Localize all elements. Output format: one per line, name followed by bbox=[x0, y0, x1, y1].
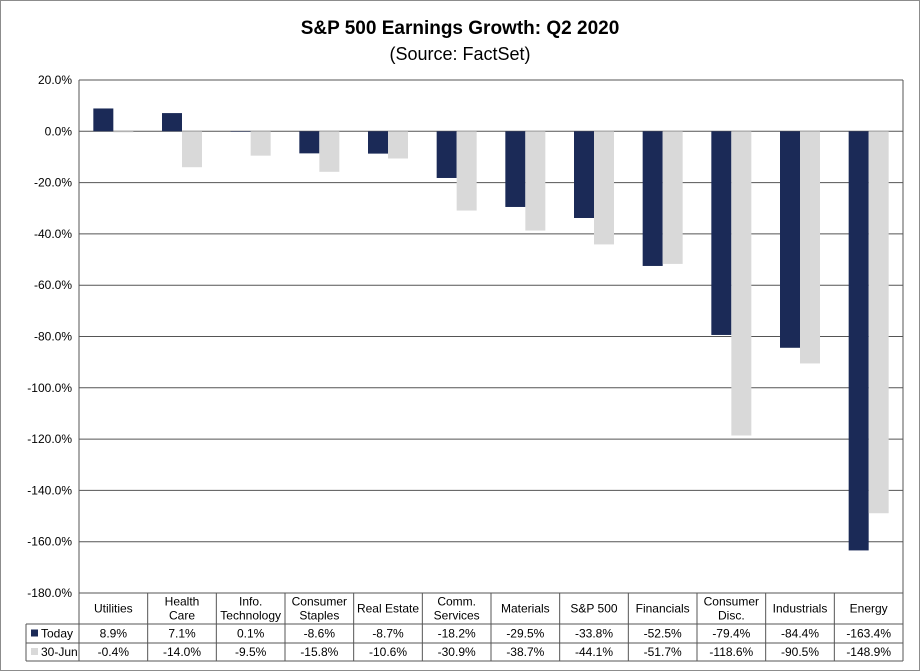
category-label: Consumer bbox=[292, 595, 347, 609]
legend-label: 30-Jun bbox=[41, 645, 78, 659]
bar-30-jun bbox=[319, 131, 340, 172]
bar-today bbox=[299, 131, 320, 154]
data-label: -29.5% bbox=[506, 627, 544, 641]
category-label: Technology bbox=[220, 609, 281, 623]
data-label: -148.9% bbox=[846, 645, 891, 659]
data-label: -90.5% bbox=[781, 645, 819, 659]
category-label: Materials bbox=[501, 602, 550, 616]
data-label: -38.7% bbox=[506, 645, 544, 659]
bar-30-jun bbox=[868, 131, 889, 514]
chart-title: S&P 500 Earnings Growth: Q2 2020 bbox=[301, 18, 620, 39]
y-tick-label: -80.0% bbox=[34, 330, 72, 344]
data-label: -52.5% bbox=[644, 627, 682, 641]
y-tick-label: -40.0% bbox=[34, 227, 72, 241]
data-label: -15.8% bbox=[300, 645, 338, 659]
category-label: Consumer bbox=[704, 595, 759, 609]
data-label: -14.0% bbox=[163, 645, 201, 659]
category-label: Staples bbox=[299, 609, 339, 623]
bar-30-jun bbox=[662, 131, 683, 264]
category-label: Services bbox=[434, 609, 480, 623]
data-label: -51.7% bbox=[644, 645, 682, 659]
legend-key-30-jun bbox=[31, 648, 38, 655]
legend-label: Today bbox=[41, 627, 73, 641]
bar-today bbox=[436, 131, 457, 178]
data-label: -33.8% bbox=[575, 627, 613, 641]
bar-30-jun bbox=[182, 131, 202, 168]
data-label: -9.5% bbox=[235, 645, 267, 659]
bar-30-jun bbox=[456, 131, 477, 211]
bar-30-jun bbox=[594, 131, 614, 245]
chart-subtitle: (Source: FactSet) bbox=[389, 44, 530, 64]
data-label: 7.1% bbox=[168, 627, 196, 641]
category-label: S&P 500 bbox=[570, 602, 617, 616]
bar-today bbox=[162, 113, 182, 132]
category-label: Care bbox=[169, 609, 195, 623]
bar-30-jun bbox=[113, 131, 134, 133]
bar-30-jun bbox=[731, 131, 752, 436]
category-label: Real Estate bbox=[357, 602, 419, 616]
data-label: -8.7% bbox=[372, 627, 404, 641]
bar-today bbox=[780, 131, 800, 348]
data-label: -163.4% bbox=[846, 627, 891, 641]
category-label: Comm. bbox=[437, 595, 476, 609]
bar-today bbox=[505, 131, 526, 207]
bar-today bbox=[642, 131, 663, 266]
category-label: Utilities bbox=[94, 602, 133, 616]
category-label: Energy bbox=[850, 602, 888, 616]
category-label: Financials bbox=[636, 602, 690, 616]
data-label: 0.1% bbox=[237, 627, 265, 641]
bar-today bbox=[93, 108, 114, 132]
y-tick-label: -180.0% bbox=[27, 586, 72, 600]
data-label: -118.6% bbox=[709, 645, 753, 659]
bar-today bbox=[230, 131, 251, 132]
bar-30-jun bbox=[525, 131, 546, 231]
data-label: -30.9% bbox=[438, 645, 476, 659]
data-label: 8.9% bbox=[100, 627, 128, 641]
category-label: Industrials bbox=[773, 602, 828, 616]
data-label: -84.4% bbox=[781, 627, 819, 641]
y-tick-label: -100.0% bbox=[27, 381, 72, 395]
category-label: Info. bbox=[239, 595, 262, 609]
data-label: -8.6% bbox=[304, 627, 336, 641]
data-label: -44.1% bbox=[575, 645, 613, 659]
bar-today bbox=[574, 131, 594, 218]
legend-key-today bbox=[31, 629, 38, 637]
category-label: Disc. bbox=[718, 609, 745, 623]
data-label: -18.2% bbox=[438, 627, 476, 641]
y-tick-label: -120.0% bbox=[27, 432, 72, 446]
category-label: Health bbox=[165, 595, 200, 609]
gridlines bbox=[78, 79, 904, 594]
y-axis-ticks: 20.0% 0.0% -20.0% -40.0% -60.0% -80.0% -100.0%… bbox=[27, 73, 72, 600]
data-label: -79.4% bbox=[712, 627, 750, 641]
data-label: -10.6% bbox=[369, 645, 407, 659]
y-tick-label: -140.0% bbox=[27, 483, 72, 497]
data-label: -0.4% bbox=[98, 645, 130, 659]
y-tick-label: 20.0% bbox=[38, 73, 72, 87]
y-tick-label: -160.0% bbox=[27, 535, 72, 549]
bar-today bbox=[848, 131, 869, 551]
bar-today bbox=[711, 131, 732, 335]
bar-today bbox=[368, 131, 388, 154]
bar-30-jun bbox=[800, 131, 820, 364]
y-tick-label: 0.0% bbox=[45, 124, 73, 138]
y-tick-label: -60.0% bbox=[34, 278, 72, 292]
bars bbox=[93, 108, 889, 551]
bar-30-jun bbox=[250, 131, 271, 156]
y-tick-label: -20.0% bbox=[34, 176, 72, 190]
bar-30-jun bbox=[388, 131, 408, 159]
